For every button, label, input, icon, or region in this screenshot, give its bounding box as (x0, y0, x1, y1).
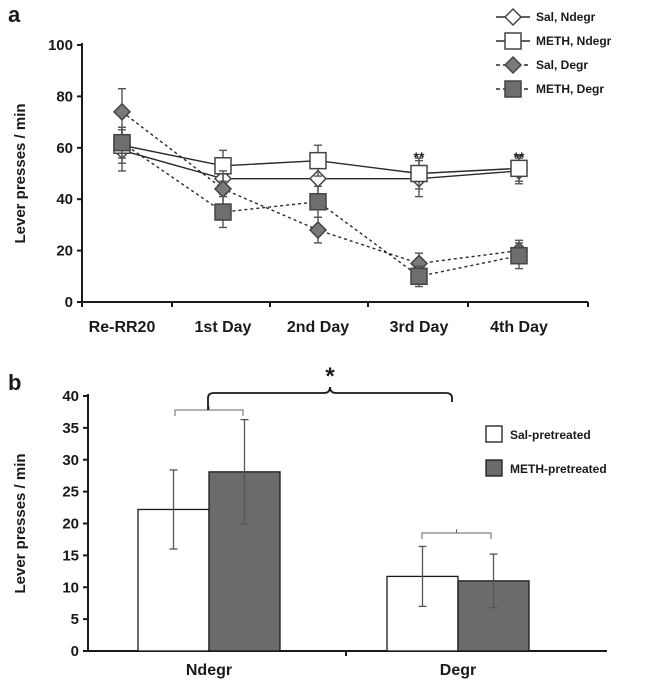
significance-3rd-day: ** (414, 149, 425, 165)
x-tick-label-3rd-day: 3rd Day (390, 319, 449, 336)
legend-item-meth-degr: METH, Degr (496, 80, 604, 98)
y-tick-label-a: 0 (65, 294, 73, 311)
legend-label: Sal, Ndegr (536, 10, 596, 24)
panel-letter-b: b (8, 370, 21, 395)
panel-b-bar-chart: b 0 5 10 15 20 25 30 35 40 Lever presses / min Ndeg… (8, 363, 607, 679)
y-tick-label-b: 10 (62, 579, 79, 596)
data-point (308, 220, 328, 240)
legend-marker (503, 7, 523, 27)
y-tick-label-b: 0 (71, 643, 79, 660)
legend-item-sal-degr: Sal, Degr (496, 55, 588, 75)
legend-item-sal-ndegr: Sal, Ndegr (496, 7, 596, 27)
y-tick-label-b: 20 (62, 516, 79, 533)
y-tick-label-b: 35 (62, 420, 79, 437)
data-point (113, 133, 131, 152)
y-tick-label-a: 100 (48, 37, 73, 54)
legend-a: Sal, Ndegr METH, Ndegr Sal, Degr METH, Degr (496, 7, 612, 98)
data-point (510, 159, 528, 178)
series-line (121, 111, 520, 265)
data-point (410, 267, 428, 286)
legend-swatch (485, 425, 503, 443)
bar-group-degr: Degr (386, 529, 530, 679)
legend-label: Sal-pretreated (510, 428, 591, 442)
data-point (309, 193, 327, 211)
data-point (309, 151, 327, 170)
y-axis-title-a: Lever presses / min (12, 103, 29, 243)
y-tick-label-b: 40 (62, 388, 79, 405)
y-tick-label-a: 80 (56, 88, 73, 105)
y-tick-label-b: 25 (62, 484, 79, 501)
panel-letter-a: a (8, 2, 21, 27)
pair-bracket (421, 529, 492, 539)
pair-bracket (174, 406, 244, 416)
data-point (410, 164, 428, 183)
legend-item-meth-pretreated: METH-pretreated (485, 459, 607, 477)
data-point (213, 179, 233, 198)
x-tick-label-4th-day: 4th Day (490, 319, 548, 336)
bar-group-ndegr: Ndegr (137, 406, 281, 679)
legend-label: METH, Ndegr (536, 34, 612, 48)
data-point (112, 102, 132, 121)
legend-label: METH-pretreated (510, 462, 607, 476)
legend-marker (504, 32, 522, 50)
y-tick-label-b: 5 (71, 611, 79, 628)
legend-swatch (485, 459, 503, 477)
series-meth-degr (113, 126, 528, 288)
legend-label: METH, Degr (536, 82, 604, 96)
y-tick-label-a: 60 (56, 140, 73, 157)
x-tick-label-2nd-day: 2nd Day (287, 319, 349, 336)
legend-item-sal-pretreated: Sal-pretreated (485, 425, 591, 443)
legend-marker (503, 55, 523, 75)
legend-label: Sal, Degr (536, 58, 588, 72)
x-tick-label-ndegr: Ndegr (186, 662, 232, 679)
legend-b: Sal-pretreated METH-pretreated (485, 425, 607, 477)
significance-4th-day: ** (514, 149, 525, 165)
y-tick-label-b: 15 (62, 547, 79, 564)
x-tick-label-degr: Degr (440, 662, 476, 679)
data-point (214, 203, 232, 221)
x-tick-label-re-rr20: Re-RR20 (89, 319, 156, 336)
x-tick-label-1st-day: 1st Day (195, 319, 252, 336)
y-tick-label-b: 30 (62, 452, 79, 469)
panel-a-line-chart: a 0 20 40 60 80 100 Re-RR20 1st Day 2nd Day 3rd Da… (8, 2, 612, 336)
data-point (510, 246, 528, 265)
legend-item-meth-ndegr: METH, Ndegr (496, 32, 612, 50)
y-tick-label-a: 20 (56, 243, 73, 260)
y-axis-title-b: Lever presses / min (12, 453, 29, 593)
significance-asterisk: * (325, 363, 335, 390)
legend-marker (504, 80, 522, 98)
significance-bracket (207, 386, 453, 410)
y-tick-label-a: 40 (56, 191, 73, 208)
